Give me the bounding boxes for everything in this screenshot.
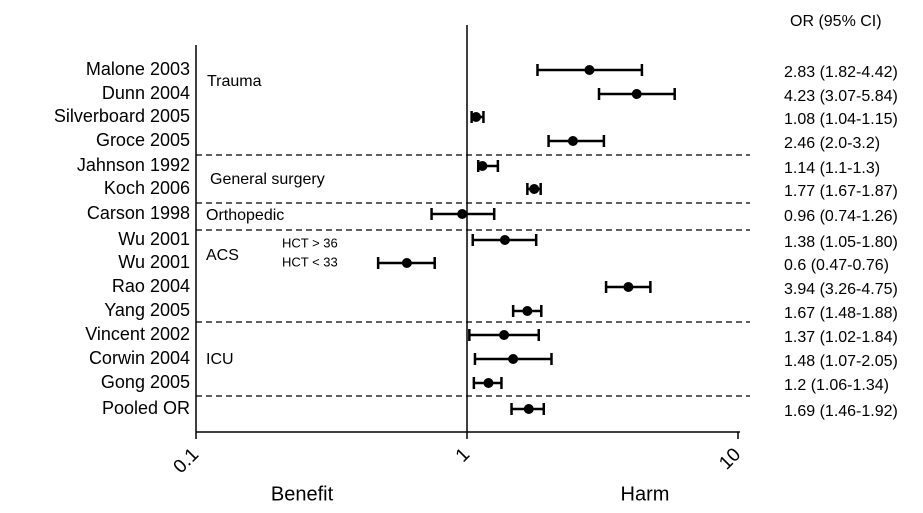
x-label-right: Harm [621, 483, 670, 505]
column-header: OR (95% CI) [790, 13, 882, 30]
point-estimate [508, 354, 519, 364]
study-label: Jahnson 1992 [77, 155, 190, 175]
study-label: Corwin 2004 [89, 348, 190, 368]
point-estimate [522, 306, 533, 316]
group-label: General surgery [210, 171, 325, 188]
point-estimate [631, 89, 642, 99]
study-label: Vincent 2002 [85, 324, 190, 344]
or-label: 1.69 (1.46-1.92) [784, 403, 898, 420]
x-tick-label: 0.1 [170, 444, 204, 478]
study-label: Groce 2005 [96, 130, 190, 150]
or-label: 2.83 (1.82-4.42) [784, 64, 898, 81]
point-estimate [529, 184, 540, 194]
or-label: 3.94 (3.26-4.75) [784, 281, 898, 298]
or-label: 1.77 (1.67-1.87) [784, 183, 898, 200]
or-label: 1.67 (1.48-1.88) [784, 305, 898, 322]
point-estimate [401, 258, 412, 268]
point-estimate [584, 65, 595, 75]
or-label: 1.14 (1.1-1.3) [784, 160, 880, 177]
point-estimate [477, 161, 488, 171]
or-label: 1.37 (1.02-1.84) [784, 329, 898, 346]
subgroup-note: HCT > 36 [282, 235, 338, 250]
subgroup-note: HCT < 33 [282, 254, 338, 269]
or-label: 0.96 (0.74-1.26) [784, 208, 898, 225]
study-label: Silverboard 2005 [54, 106, 190, 126]
point-estimate [567, 136, 578, 146]
or-label: 1.08 (1.04-1.15) [784, 111, 898, 128]
point-estimate [499, 330, 510, 340]
study-label: Pooled OR [102, 398, 190, 418]
x-tick-label: 10 [715, 444, 745, 474]
study-label: Malone 2003 [86, 59, 190, 79]
study-label: Yang 2005 [104, 300, 190, 320]
point-estimate [471, 112, 482, 122]
or-label: 2.46 (2.0-3.2) [784, 135, 880, 152]
or-label: 1.48 (1.07-2.05) [784, 353, 898, 370]
or-label: 0.6 (0.47-0.76) [784, 257, 889, 274]
study-label: Rao 2004 [112, 276, 190, 296]
point-estimate [483, 378, 494, 388]
or-label: 1.38 (1.05-1.80) [784, 234, 898, 251]
group-label: Trauma [207, 73, 262, 90]
group-label: Orthopedic [206, 207, 284, 224]
study-label: Wu 2001 [118, 252, 190, 272]
study-label: Dunn 2004 [102, 83, 190, 103]
study-label: Carson 1998 [87, 203, 190, 223]
or-label: 1.2 (1.06-1.34) [784, 377, 889, 394]
group-label: ICU [206, 351, 234, 368]
or-label: 4.23 (3.07-5.84) [784, 88, 898, 105]
group-label: ACS [206, 247, 239, 264]
study-label: Gong 2005 [101, 372, 190, 392]
point-estimate [457, 209, 468, 219]
x-tick-label: 1 [452, 444, 474, 466]
point-estimate [523, 404, 534, 414]
point-estimate [499, 235, 510, 245]
study-label: Koch 2006 [104, 178, 190, 198]
study-label: Wu 2001 [118, 229, 190, 249]
point-estimate [623, 282, 634, 292]
x-label-left: Benefit [271, 483, 334, 505]
